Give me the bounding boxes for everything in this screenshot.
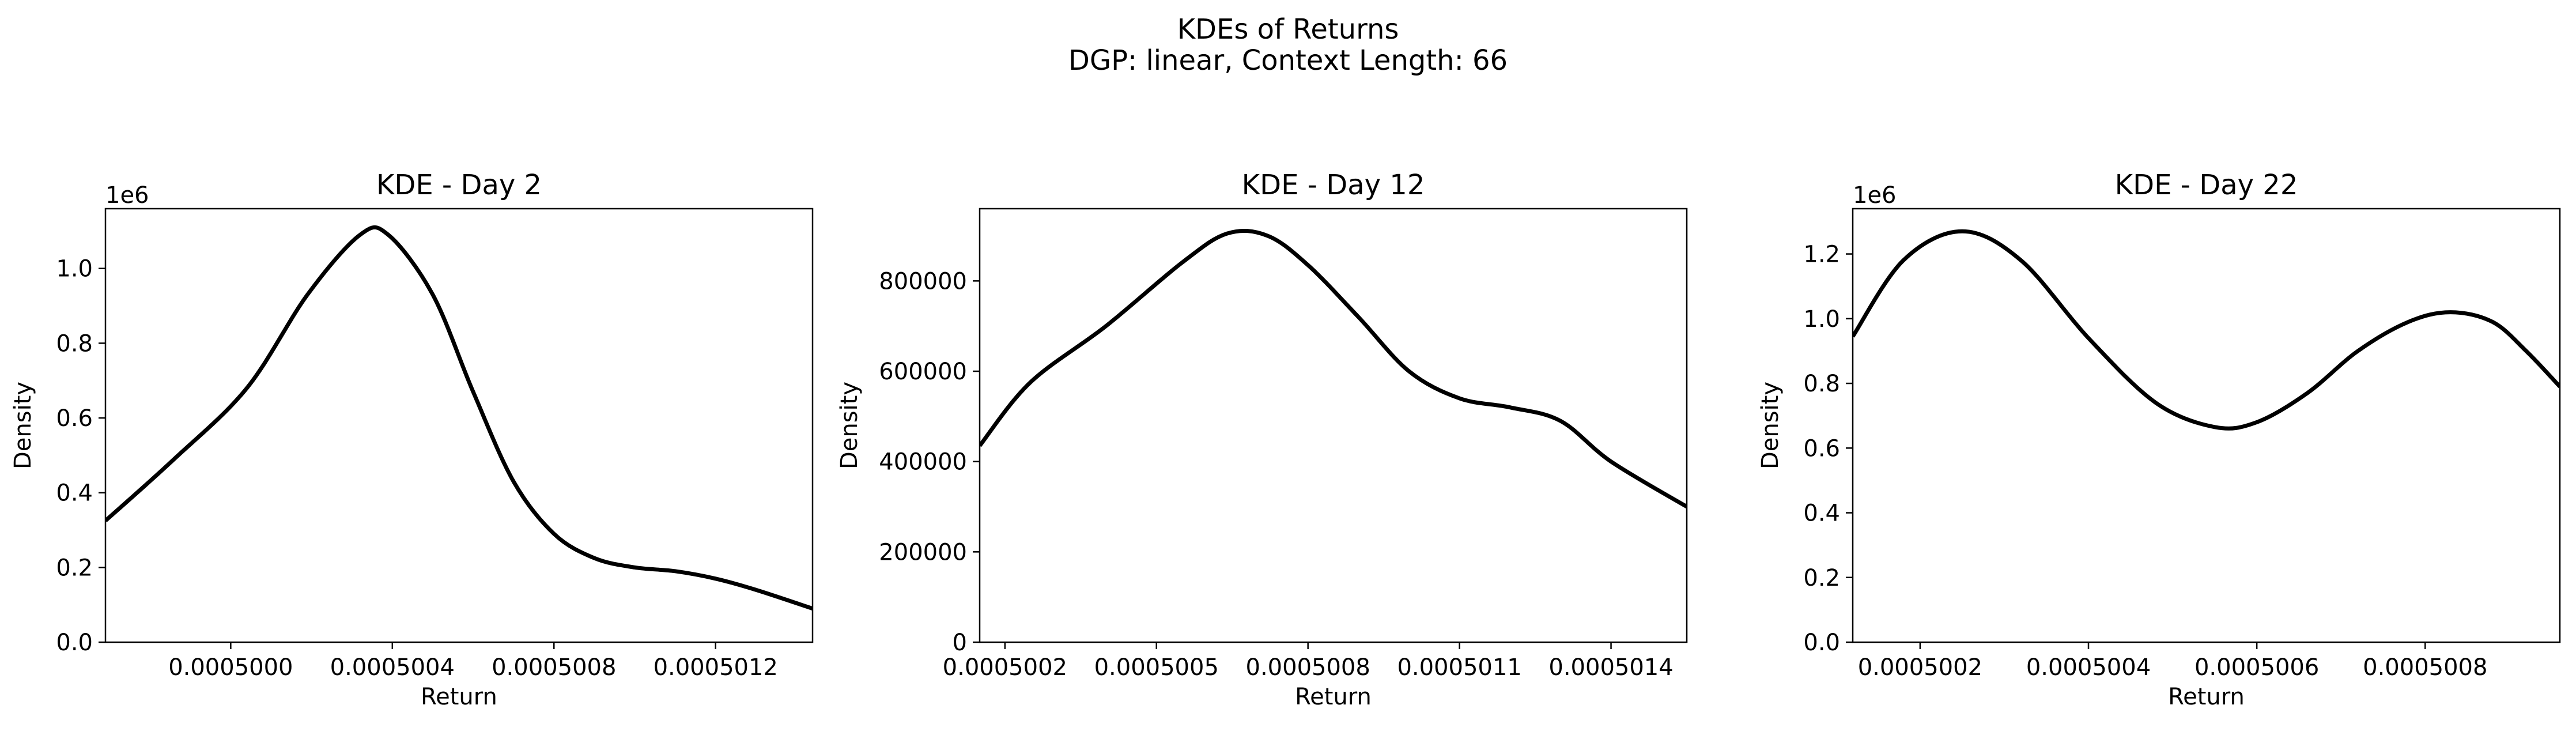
subplot-title-2: KDE - Day 12: [1242, 169, 1425, 201]
y-tick-label: 0.0: [56, 630, 93, 656]
y-tick-label: 0.2: [1803, 565, 1840, 591]
x-tick-label: 0.0005006: [2194, 654, 2319, 681]
x-axis-label: Return: [421, 684, 497, 710]
y-axis-label: Density: [10, 382, 36, 469]
y-tick-label: 200000: [879, 539, 967, 566]
y-tick-label: 1.0: [1803, 306, 1840, 333]
y-tick-label: 600000: [879, 359, 967, 385]
subplot-title-1: KDE - Day 2: [376, 169, 542, 201]
y-tick-label: 0.4: [1803, 500, 1840, 527]
axes-frame-1: [104, 208, 814, 643]
x-axis-label: Return: [2168, 684, 2245, 710]
figure-title: KDEs of Returns: [1177, 13, 1399, 46]
x-tick-label: 0.0005002: [1858, 654, 1982, 681]
y-axis-label: Density: [1757, 382, 1784, 469]
axes-frame-2: [979, 208, 1688, 643]
subplot-1: 0.0005000 0.0005004 0.0005008 0.0005012 0.0 0…: [10, 169, 814, 710]
axes-frame-3: [1852, 208, 2561, 643]
y-offset-label: 1e6: [1853, 182, 1897, 209]
x-tick-label: 0.0005004: [330, 654, 455, 681]
figure-subtitle: DGP: linear, Context Length: 66: [1068, 44, 1508, 77]
x-tick-label: 0.0005005: [1094, 654, 1219, 681]
subplot-3: 0.0005002 0.0005004 0.0005006 0.0005008 0.0 0…: [1757, 169, 2561, 710]
y-tick-label: 0: [953, 630, 967, 656]
kde-curve-1: [105, 225, 813, 610]
x-axis-label: Return: [1295, 684, 1372, 710]
subplot-title-3: KDE - Day 22: [2115, 169, 2298, 201]
kde-curve-2: [980, 228, 1687, 509]
y-tick-label: 1.0: [56, 256, 93, 282]
x-tick-label: 0.0005012: [654, 654, 778, 681]
y-tick-label: 0.2: [56, 555, 93, 581]
y-tick-label: 0.8: [56, 330, 93, 357]
x-tick-label: 0.0005008: [1246, 654, 1370, 681]
y-tick-label: 0.0: [1803, 630, 1840, 656]
x-tick-label: 0.0005014: [1548, 654, 1673, 681]
y-tick-label: 0.6: [56, 405, 93, 432]
y-tick-label: 0.4: [56, 480, 93, 507]
x-tick-label: 0.0005011: [1397, 654, 1521, 681]
y-tick-label: 800000: [879, 268, 967, 295]
y-tick-label: 0.8: [1803, 371, 1840, 397]
y-axis-label: Density: [836, 382, 863, 469]
kde-curve-3: [1853, 229, 2560, 431]
y-tick-label: 1.2: [1803, 242, 1840, 268]
x-tick-label: 0.0005004: [2026, 654, 2151, 681]
x-tick-label: 0.0005000: [168, 654, 293, 681]
x-tick-label: 0.0005008: [492, 654, 616, 681]
y-tick-label: 0.6: [1803, 435, 1840, 462]
x-tick-label: 0.0005008: [2363, 654, 2487, 681]
y-tick-label: 400000: [879, 449, 967, 476]
y-offset-label: 1e6: [105, 182, 149, 209]
subplot-2: 0.0005002 0.0005005 0.0005008 0.0005011 0.00…: [836, 169, 1688, 710]
x-tick-label: 0.0005002: [943, 654, 1067, 681]
